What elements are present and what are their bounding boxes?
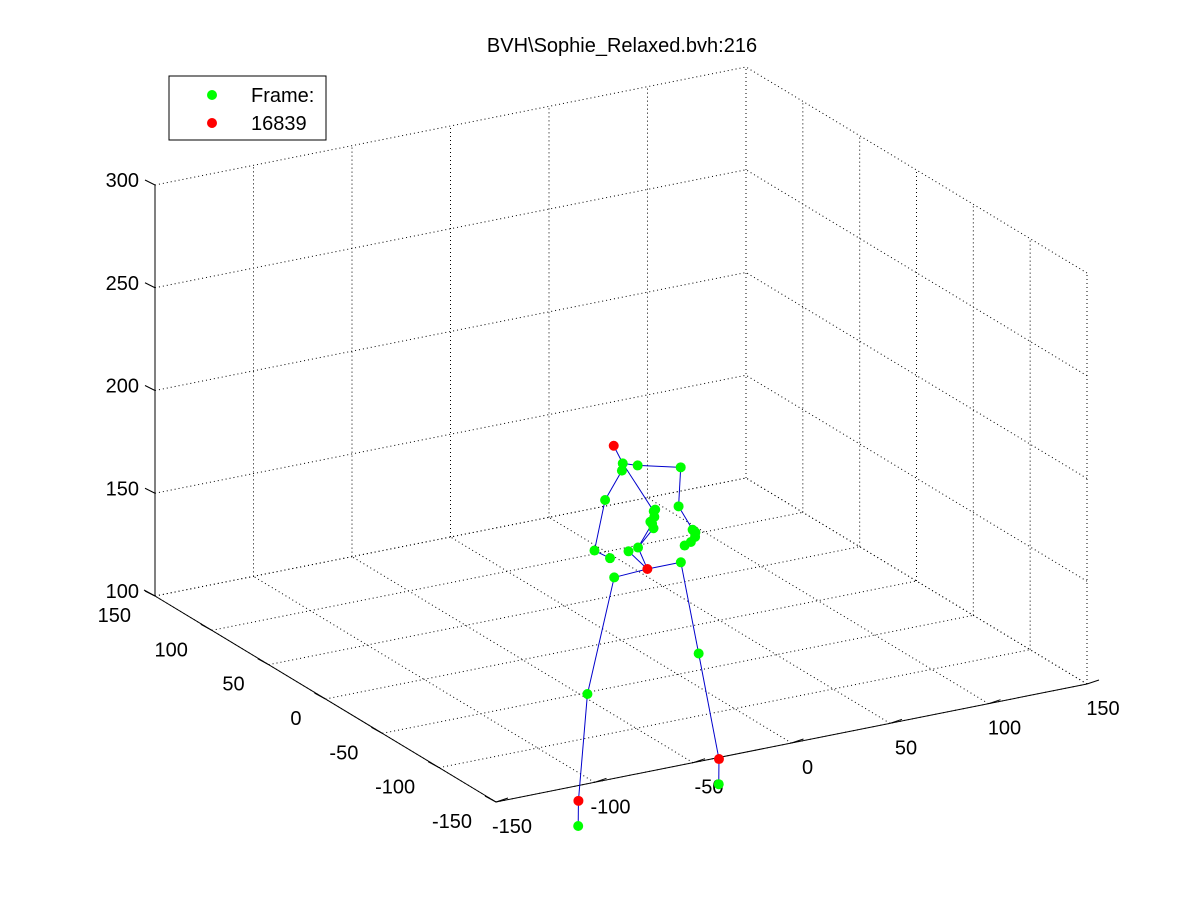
grid-line-floor-y — [268, 546, 860, 666]
x-tick — [988, 699, 1001, 705]
bone — [678, 467, 682, 507]
y-tick-label: -150 — [432, 811, 472, 833]
x-tick — [791, 738, 804, 744]
bone — [577, 693, 588, 801]
grid-line-back-z — [154, 477, 747, 597]
z-tick-label: 300 — [106, 170, 139, 192]
joint-spine-mid-4 — [648, 523, 659, 534]
grid-line-floor-y — [325, 580, 917, 700]
ticks-layer: -150-100-50050100150-150-100-50050100150… — [98, 170, 1120, 838]
z-tick — [144, 179, 156, 186]
bone — [586, 577, 615, 695]
z-tick — [144, 487, 156, 494]
joint-l-hip-front — [623, 546, 634, 557]
joint-spine-mid-3 — [650, 504, 661, 515]
joint-l-upleg — [609, 572, 620, 583]
grid-line-back-z — [154, 272, 747, 391]
x-tick — [889, 718, 903, 724]
joint-l-arm — [600, 495, 611, 506]
joint-l-shoulder — [616, 465, 627, 476]
bone — [604, 470, 623, 501]
legend-label-number: 16839 — [251, 113, 307, 135]
bone — [680, 562, 700, 654]
y-tick — [200, 623, 213, 631]
joint-spine-mid-2 — [649, 511, 660, 522]
joint-r-leg — [693, 648, 704, 659]
x-tick-label: 50 — [895, 737, 917, 759]
end-site-l-foot — [573, 795, 584, 806]
x-tick — [594, 777, 607, 783]
legend-label-frame: Frame: — [251, 85, 314, 107]
y-tick-label: 150 — [98, 605, 131, 627]
grid-layer — [154, 66, 1088, 803]
x-tick — [692, 758, 706, 764]
y-tick-label: 100 — [154, 639, 187, 661]
joint-spine — [633, 542, 644, 553]
grid-line-floor-x — [548, 516, 891, 724]
x-tick — [1086, 679, 1100, 685]
grid-line-floor-y — [439, 649, 1031, 769]
grid-line-side-z — [745, 272, 1088, 479]
grid-line-back-z — [154, 169, 747, 289]
joint-neck — [617, 458, 628, 469]
joint-r-finger-4 — [679, 540, 690, 551]
grid-line-back-z — [154, 374, 747, 494]
x-tick-label: -150 — [492, 816, 532, 838]
y-tick — [314, 692, 326, 700]
grid-line-floor-x — [450, 536, 792, 744]
y-tick-label: -50 — [329, 742, 358, 764]
legend-marker-number — [207, 118, 217, 128]
grid-line-side-z — [745, 374, 1088, 582]
joint-r-forearm — [673, 501, 684, 512]
z-tick — [144, 385, 156, 391]
y-tick — [484, 795, 497, 803]
legend: Frame: 16839 — [168, 75, 327, 141]
bone — [647, 561, 681, 570]
joint-r-upleg — [675, 557, 686, 568]
z-tick-label: 150 — [106, 478, 139, 500]
bone — [614, 568, 648, 578]
joint-r-toe — [713, 779, 724, 790]
end-site-r-foot — [713, 754, 724, 765]
end-site-head — [608, 440, 619, 451]
x-tick-label: 150 — [1086, 698, 1119, 720]
z-tick — [144, 590, 156, 597]
y-tick-label: 50 — [222, 674, 244, 696]
y-tick — [257, 658, 269, 666]
z-tick — [144, 282, 156, 289]
bone — [593, 499, 606, 551]
z-tick-label: 250 — [106, 273, 139, 295]
joint-l-leg — [582, 688, 593, 699]
joint-l-forearm — [589, 545, 600, 556]
y-tick — [371, 726, 383, 734]
joint-l-toe — [573, 820, 584, 831]
grid-line-back-z — [154, 66, 747, 186]
y-tick-label: -100 — [375, 777, 415, 799]
bone — [622, 463, 655, 512]
joint-r-shoulder — [632, 460, 643, 471]
x-tick-label: -100 — [590, 796, 630, 818]
y-tick — [427, 761, 440, 769]
bone — [637, 464, 681, 468]
skeleton-joints — [573, 440, 724, 831]
z-tick-label: 100 — [106, 581, 139, 603]
grid-line-floor-y — [211, 511, 803, 631]
x-tick — [495, 797, 509, 803]
chart-title: BVH\Sophie_Relaxed.bvh:216 — [487, 35, 757, 57]
x-tick-label: 0 — [802, 757, 813, 779]
grid-line-floor-x — [647, 497, 989, 705]
legend-marker-frame — [207, 90, 217, 100]
grid-line-floor-y — [382, 614, 974, 734]
y-tick-label: 0 — [290, 708, 301, 730]
legend-box — [168, 75, 327, 141]
bone — [698, 653, 720, 760]
x-tick-label: 100 — [988, 718, 1021, 740]
end-site-hips — [642, 563, 653, 574]
skeleton-bones — [577, 445, 720, 826]
joint-r-arm — [675, 462, 686, 473]
z-tick-label: 200 — [106, 376, 139, 398]
joint-l-hand — [605, 553, 616, 564]
